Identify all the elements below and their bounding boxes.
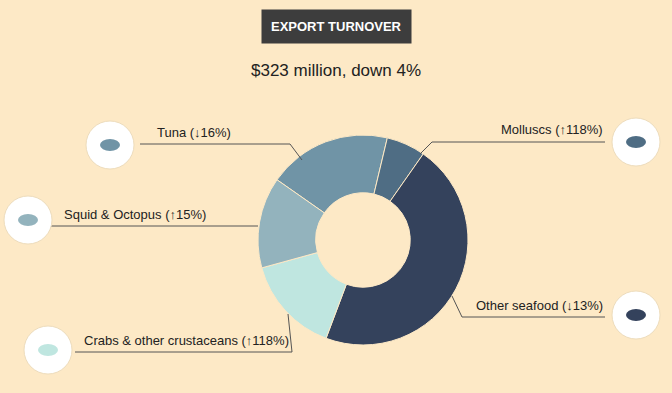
svg-text:Crabs & other crustaceans (↑11: Crabs & other crustaceans (↑118%) <box>84 333 289 348</box>
svg-text:Other seafood (↓13%): Other seafood (↓13%) <box>476 298 603 313</box>
svg-text:$323 million, down 4%: $323 million, down 4% <box>251 61 421 80</box>
svg-text:Molluscs (↑118%): Molluscs (↑118%) <box>501 122 603 137</box>
svg-text:EXPORT TURNOVER: EXPORT TURNOVER <box>271 19 402 34</box>
svg-text:Tuna (↓16%): Tuna (↓16%) <box>157 125 231 140</box>
svg-text:Squid & Octopus (↑15%): Squid & Octopus (↑15%) <box>64 207 206 222</box>
